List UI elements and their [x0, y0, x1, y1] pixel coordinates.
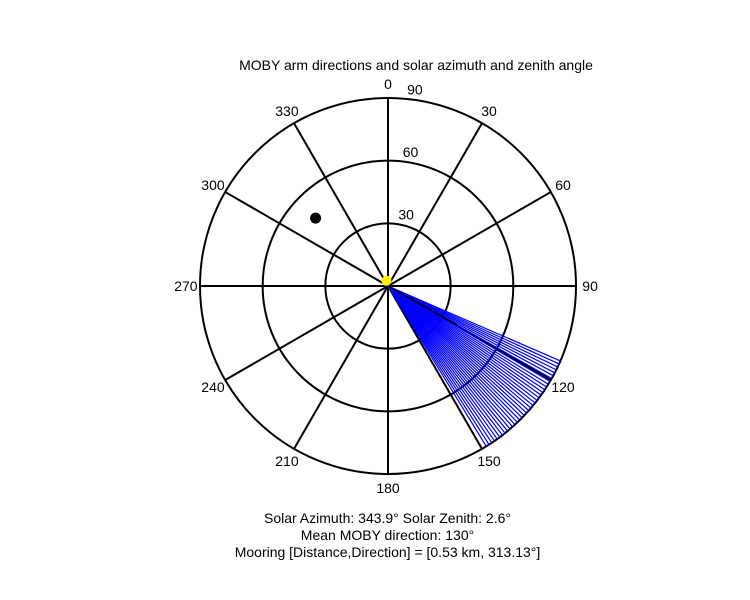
angle-tick-label-30: 30: [481, 103, 497, 119]
radial-tick-label-30: 30: [398, 206, 414, 222]
angle-tick-label-150: 150: [477, 453, 501, 469]
angle-tick-labels: 0 30 60 90 120 150 180 210 240 270 300 330: [174, 76, 598, 496]
angle-tick-label-120: 120: [551, 379, 575, 395]
angle-tick-label-180: 180: [376, 480, 400, 496]
angle-tick-label-240: 240: [201, 379, 225, 395]
moby-arm-lines: [387, 285, 561, 447]
angle-tick-label-60: 60: [555, 177, 571, 193]
angle-tick-label-300: 300: [201, 177, 225, 193]
solar-caption: Solar Azimuth: 343.9° Solar Zenith: 2.6°: [264, 510, 511, 526]
angle-tick-label-0: 0: [384, 76, 392, 92]
sun-marker: [381, 275, 392, 286]
moby-arm-line-35: [387, 285, 487, 447]
radial-tick-label-60: 60: [403, 144, 419, 160]
mooring-marker: [310, 212, 322, 224]
angle-tick-label-210: 210: [275, 453, 299, 469]
angle-tick-label-330: 330: [275, 103, 299, 119]
angle-tick-label-90: 90: [582, 278, 598, 294]
moby-direction-caption: Mean MOBY direction: 130°: [300, 527, 475, 543]
mooring-caption: Mooring [Distance,Direction] = [0.53 km,…: [234, 544, 541, 560]
black-arm-line-0: [387, 285, 458, 326]
radial-tick-labels: 30 60 90: [398, 81, 423, 222]
chart-title: MOBY arm directions and solar azimuth an…: [239, 57, 593, 73]
angle-tick-label-270: 270: [174, 278, 198, 294]
black-arm-lines: [387, 285, 458, 326]
markers: [310, 212, 392, 286]
radial-tick-label-90: 90: [407, 81, 423, 97]
